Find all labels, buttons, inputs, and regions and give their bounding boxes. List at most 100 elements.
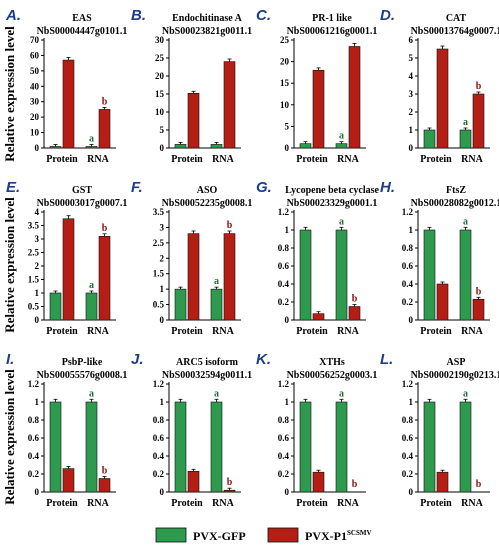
x-tick-label: RNA	[461, 154, 483, 165]
bar-p1-rna	[223, 61, 236, 149]
y-tick-label: 25	[280, 35, 290, 45]
bar-p1-rna	[348, 306, 361, 321]
y-tick-label: 0.6	[278, 433, 290, 443]
panel-letter: I.	[6, 351, 14, 368]
y-tick-label: 2.5	[153, 238, 165, 248]
bar-gfp-protein	[423, 129, 436, 149]
significance-letter: a	[214, 388, 219, 399]
y-tick-label: 0	[160, 315, 165, 325]
significance-letter: b	[102, 96, 108, 107]
panel-title: ASP	[447, 357, 466, 368]
panel-a: A. EAS NbS00004447g0101.1 0 10 20 30 40 50 60 70 Pr…	[5, 7, 127, 165]
y-tick-label: 10	[280, 100, 290, 110]
y-tick-label: 3.5	[28, 221, 40, 231]
panel-subtitle: NbS00023821g0011.1	[162, 26, 252, 37]
significance-letter: b	[102, 466, 108, 477]
bar-gfp-rna	[335, 401, 348, 493]
y-tick-label: 5	[160, 125, 165, 135]
panel-subtitle: NbS00061216g0001.1	[287, 26, 378, 37]
y-tick-label: 0.6	[278, 261, 290, 271]
bar-p1-rna	[223, 233, 236, 321]
panel-letter: H.	[380, 179, 395, 196]
y-tick-label: 3	[160, 222, 165, 232]
y-tick-label: 0.6	[153, 433, 165, 443]
significance-letter: a	[214, 276, 219, 287]
panel-subtitle: NbS00028082g0012.1	[411, 198, 499, 209]
x-tick-label: RNA	[87, 326, 109, 337]
panel-subtitle: NbS00013764g0007.1	[411, 26, 499, 37]
bar-p1-rna	[472, 93, 485, 149]
y-tick-label: 15	[155, 89, 165, 99]
y-tick-label: 1.5	[28, 275, 40, 285]
x-tick-label: RNA	[337, 154, 359, 165]
panel-title: Lycopene beta cyclase	[285, 185, 379, 196]
y-tick-label: 1.2	[28, 379, 40, 389]
panel-title: Endochitinase A	[172, 13, 243, 24]
bar-p1-protein	[312, 313, 325, 321]
bar-p1-rna	[472, 298, 485, 321]
panel-subtitle: NbS00055576g0008.1	[37, 370, 128, 381]
significance-letter: a	[463, 216, 468, 227]
y-tick-label: 0	[285, 487, 290, 497]
y-tick-label: 2	[160, 253, 165, 263]
y-tick-label: 0.6	[402, 261, 414, 271]
y-tick-label: 1	[35, 288, 40, 298]
bar-gfp-protein	[299, 229, 312, 321]
bar-p1-protein	[436, 48, 449, 149]
significance-letter: b	[352, 294, 358, 305]
y-axis-title: Relative expression level	[2, 369, 17, 505]
bar-gfp-rna	[85, 146, 98, 149]
x-tick-label: Protein	[296, 498, 328, 509]
y-tick-label: 1	[409, 397, 414, 407]
y-tick-label: 1	[409, 125, 414, 135]
x-tick-label: Protein	[420, 154, 452, 165]
y-tick-label: 30	[155, 35, 165, 45]
bar-gfp-rna	[335, 143, 348, 149]
bar-p1-rna	[98, 478, 111, 493]
y-tick-label: 25	[155, 53, 165, 63]
y-tick-label: 0.6	[402, 433, 414, 443]
y-tick-label: 2	[409, 107, 414, 117]
y-tick-label: 1	[160, 284, 165, 294]
significance-letter: b	[102, 223, 108, 234]
y-tick-label: 0.6	[28, 433, 40, 443]
y-tick-label: 0.2	[402, 469, 414, 479]
panel-d: D. CAT NbS00013764g0007.1 0 1 2 3 4 5 6 Protein a b R…	[380, 7, 499, 165]
panel-f: F. ASO NbS00052235g0008.1 0 0.5 1 1.5 2 2.5 3 3.5 P…	[131, 179, 252, 337]
panel-subtitle: NbS00056252g0003.1	[287, 370, 378, 381]
x-tick-label: Protein	[46, 498, 78, 509]
panel-subtitle: NbS00032594g0011.1	[162, 370, 252, 381]
panel-letter: C.	[256, 7, 271, 24]
y-tick-label: 3	[35, 234, 40, 244]
x-tick-label: Protein	[171, 326, 203, 337]
y-tick-label: 20	[30, 112, 40, 122]
significance-letter: b	[476, 286, 482, 297]
y-tick-label: 6	[409, 35, 414, 45]
y-tick-label: 0	[35, 143, 40, 153]
y-tick-label: 0.4	[402, 279, 414, 289]
y-tick-label: 1.2	[402, 207, 414, 217]
bar-p1-rna	[348, 46, 361, 149]
y-tick-label: 20	[155, 71, 165, 81]
y-tick-label: 0.2	[402, 297, 414, 307]
bar-gfp-protein	[49, 401, 62, 493]
y-tick-label: 0	[409, 143, 414, 153]
panel-title: ASO	[197, 185, 218, 196]
y-tick-label: 15	[280, 78, 290, 88]
panel-title: ARC5 isoform	[176, 357, 239, 368]
panel-letter: D.	[380, 7, 395, 24]
bar-gfp-rna	[459, 229, 472, 321]
bar-p1-protein	[187, 233, 200, 321]
bar-gfp-rna	[210, 288, 223, 321]
y-tick-label: 2.5	[28, 248, 40, 258]
y-tick-label: 0	[285, 143, 290, 153]
x-tick-label: RNA	[337, 498, 359, 509]
panels-layer: A. EASNbS00004447g0101.1010203040506070Pr…	[5, 7, 499, 509]
panel-c: C. PR-1 like NbS00061216g0001.1 0 5 10 15 20 25 P…	[256, 7, 377, 165]
x-tick-label: Protein	[296, 326, 328, 337]
y-tick-label: 30	[30, 97, 40, 107]
y-tick-label: 0.4	[153, 451, 165, 461]
panel-title: GST	[72, 185, 92, 196]
x-tick-label: Protein	[420, 498, 452, 509]
bar-gfp-protein	[299, 143, 312, 149]
